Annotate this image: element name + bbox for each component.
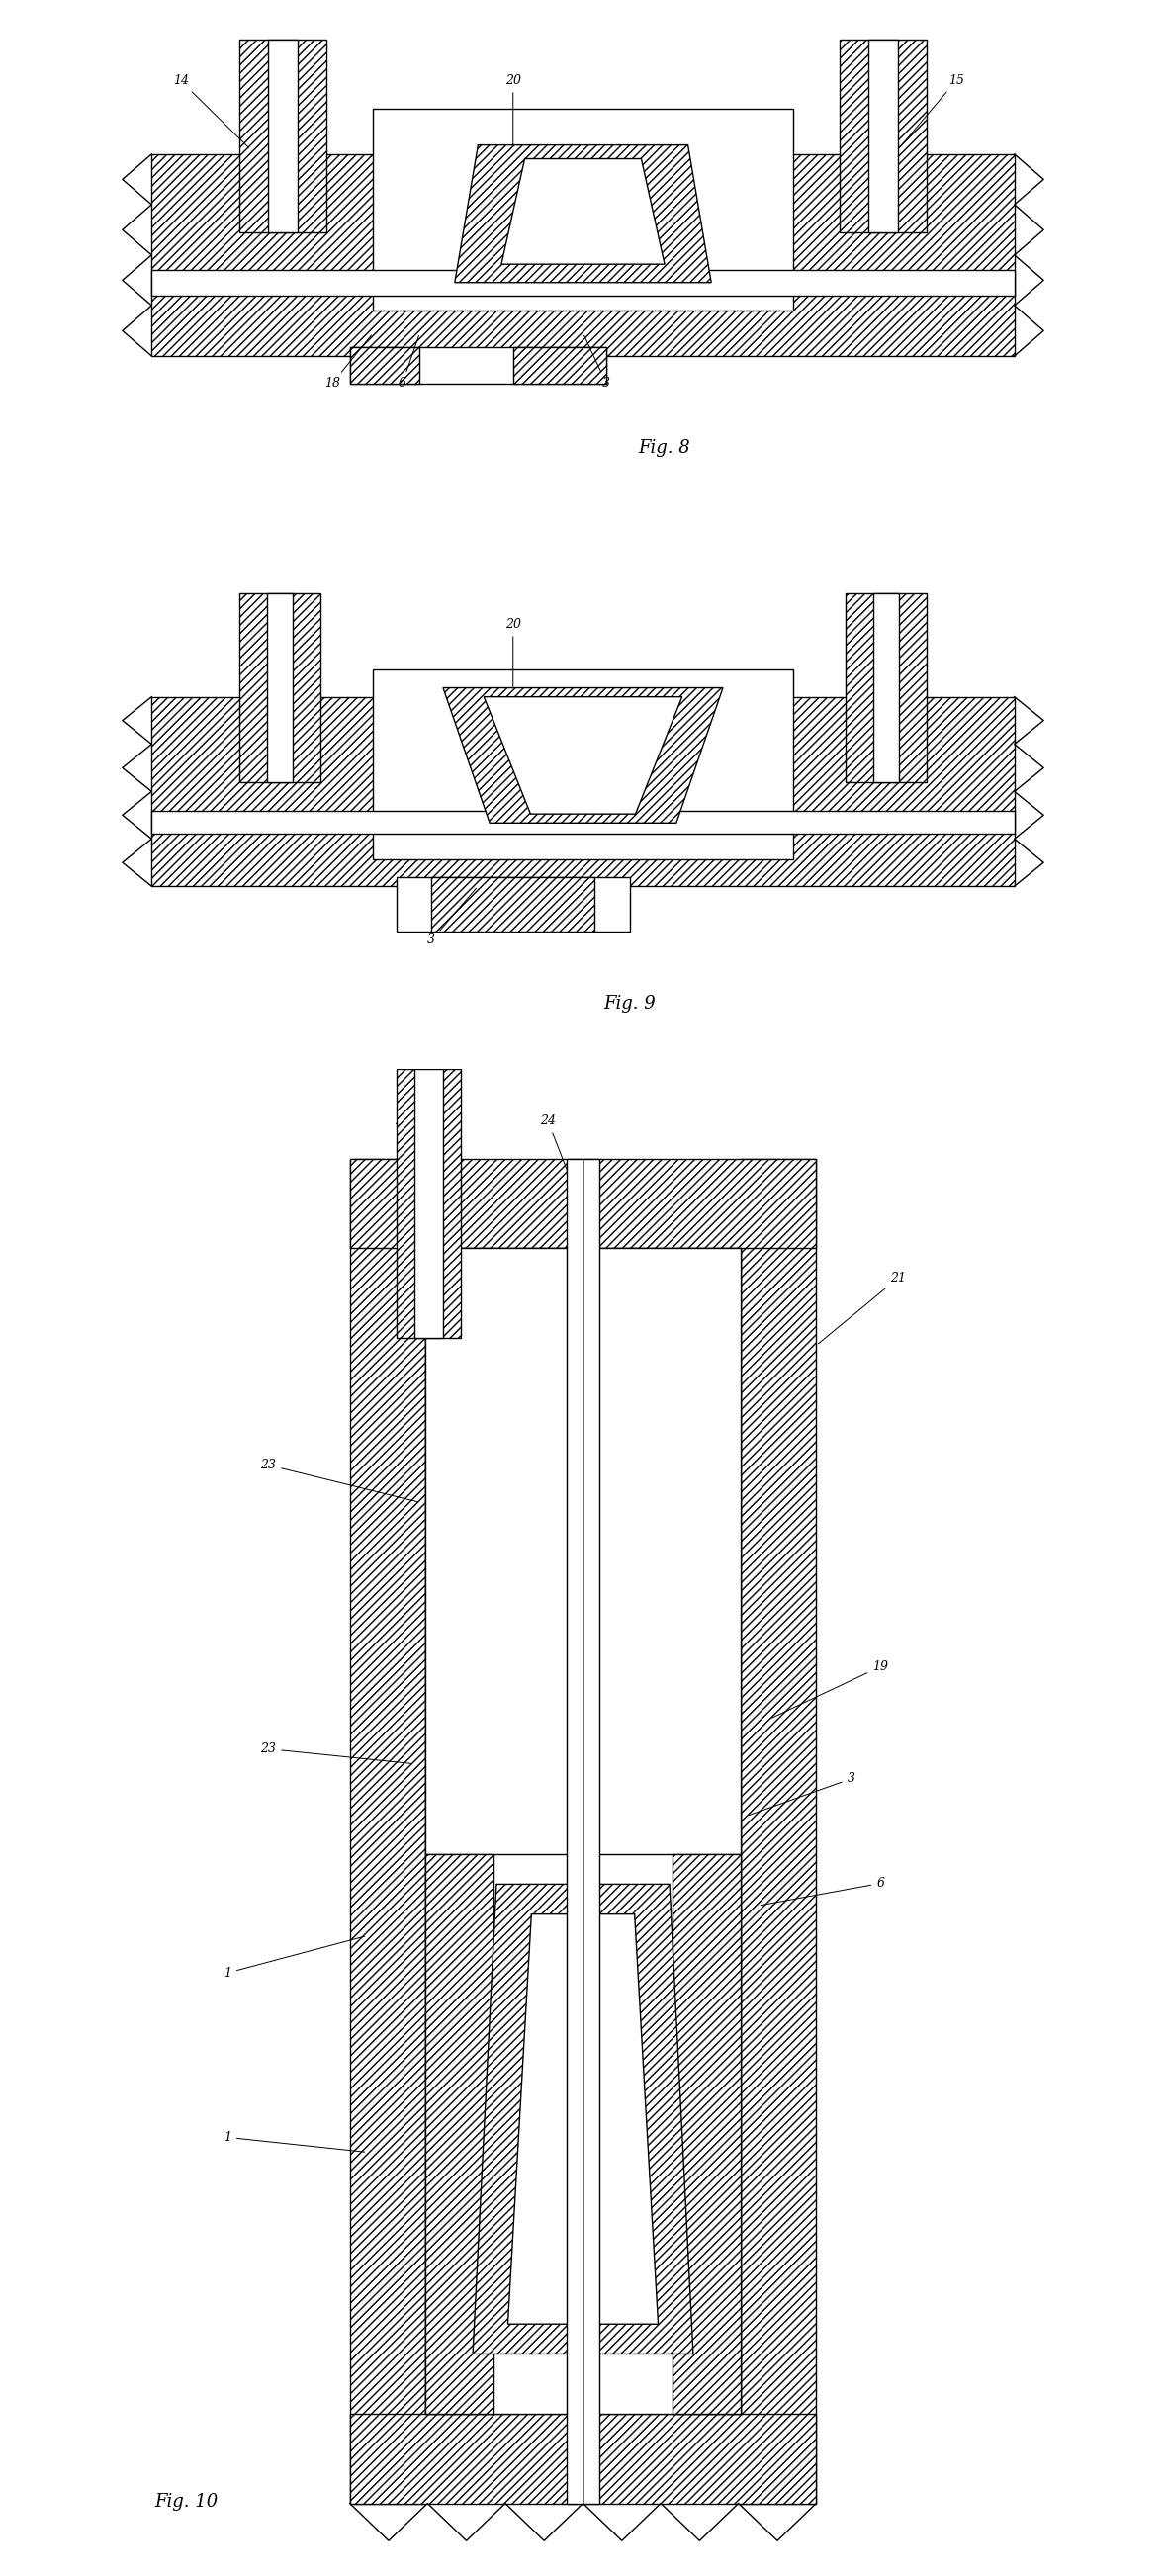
Bar: [152, 698, 1014, 886]
Bar: [152, 270, 1014, 296]
Bar: [567, 1159, 599, 2504]
Bar: [350, 348, 420, 384]
Bar: [740, 1159, 816, 2504]
Bar: [239, 592, 321, 783]
Bar: [267, 592, 293, 783]
Bar: [152, 811, 1014, 832]
Bar: [373, 670, 793, 860]
Bar: [268, 39, 297, 232]
Bar: [845, 592, 927, 783]
Bar: [431, 876, 595, 930]
Bar: [426, 1249, 740, 2414]
Text: 3: 3: [428, 889, 476, 945]
Bar: [152, 155, 1014, 355]
Bar: [373, 108, 793, 309]
Polygon shape: [443, 688, 723, 824]
Bar: [840, 39, 927, 232]
Text: 18: 18: [324, 335, 372, 389]
Text: 3: 3: [584, 335, 610, 389]
Text: 6: 6: [399, 335, 419, 389]
Bar: [513, 348, 606, 384]
Polygon shape: [473, 1883, 693, 2354]
Bar: [426, 1855, 494, 2414]
Text: 20: 20: [505, 75, 521, 152]
Text: 23: 23: [260, 1741, 412, 1765]
Bar: [873, 592, 899, 783]
Text: Fig. 9: Fig. 9: [604, 994, 655, 1012]
Text: 20: 20: [505, 618, 521, 693]
Text: 21: 21: [819, 1273, 906, 1345]
Polygon shape: [484, 698, 682, 814]
Bar: [350, 1159, 816, 1249]
Bar: [239, 39, 326, 232]
Bar: [350, 1159, 426, 2504]
Bar: [350, 2414, 816, 2504]
Text: 22: 22: [394, 1115, 448, 1180]
Bar: [672, 1855, 740, 2414]
Text: 1: 1: [224, 1937, 365, 1978]
Text: 6: 6: [760, 1878, 884, 1906]
Bar: [869, 39, 898, 232]
Polygon shape: [501, 160, 665, 265]
Text: 1: 1: [224, 2130, 365, 2151]
Text: 23: 23: [260, 1458, 417, 1502]
Bar: [396, 1069, 461, 1337]
Text: Fig. 10: Fig. 10: [155, 2494, 218, 2512]
Polygon shape: [508, 1914, 658, 2324]
Bar: [426, 1249, 740, 1855]
Text: 14: 14: [173, 75, 248, 147]
Polygon shape: [455, 144, 711, 283]
Text: 24: 24: [540, 1115, 570, 1180]
Bar: [414, 1069, 443, 1337]
Text: 19: 19: [772, 1662, 888, 1718]
Text: Fig. 8: Fig. 8: [639, 438, 690, 456]
Bar: [396, 876, 630, 930]
Text: 3: 3: [749, 1772, 855, 1816]
Text: 15: 15: [900, 75, 964, 147]
Bar: [350, 348, 606, 384]
